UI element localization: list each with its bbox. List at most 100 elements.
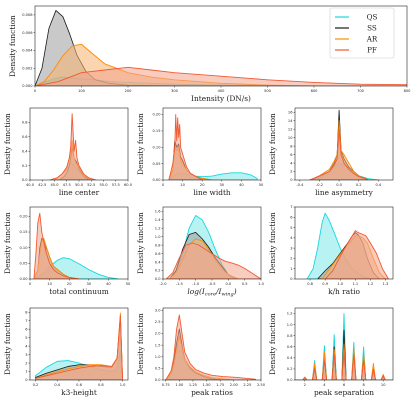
y-tick-label: 1.2 — [287, 312, 293, 316]
series-pf-area — [165, 314, 257, 380]
y-tick-label: 0.05 — [152, 162, 160, 166]
x-tick-label: 200 — [125, 89, 133, 93]
x-tick-label: 0.0 — [225, 282, 231, 286]
x-tick-label: 100 — [78, 89, 86, 93]
y-tick-label: 0.15 — [152, 129, 160, 133]
y-tick-label: 7 — [290, 205, 292, 209]
y-tick-label: 0.8 — [155, 243, 161, 247]
y-tick-label: 0.00 — [19, 277, 28, 281]
plot-area — [295, 313, 393, 380]
x-tick-label: 4 — [323, 383, 326, 387]
x-axis-label: line width — [193, 188, 231, 197]
x-tick-label: -1.0 — [192, 282, 200, 286]
legend-label-ar: AR — [366, 35, 378, 44]
y-tick-label: 0.000 — [22, 84, 33, 88]
y-tick-label: 12 — [288, 127, 293, 131]
y-tick-label: 4 — [290, 161, 293, 165]
legend: QS SS AR PF — [329, 7, 395, 59]
x-tick-label: 0.2 — [356, 183, 362, 187]
x-tick-label: 0.4 — [54, 383, 60, 387]
y-tick-label: 0.0 — [287, 378, 293, 382]
x-tick-label: 0.6 — [76, 383, 82, 387]
y-axis-label: Density function — [268, 313, 277, 375]
panel-line_center: 40.0 42.5 45.0 47.5 50.0 52.5 55.0 57.5 60.0 0.0 0… — [3, 107, 133, 197]
plot-area — [165, 215, 261, 279]
x-axis-label: peak separation — [314, 388, 374, 397]
x-tick-label: 0 — [29, 282, 32, 286]
plot-area — [168, 114, 258, 180]
x-tick-label: 0.4 — [375, 183, 381, 187]
legend-label-ss: SS — [367, 24, 377, 33]
panel-line_width: 0 10 20 30 40 50 0.00 0.05 0.10 0.15 0.20 line widt… — [136, 107, 264, 197]
y-tick-label: 0.10 — [152, 145, 161, 149]
x-tick-label: 800 — [404, 89, 412, 93]
x-tick-label: 57.5 — [112, 183, 120, 187]
y-tick-label: 2 — [290, 170, 292, 174]
y-tick-label: 0.20 — [19, 215, 28, 219]
axes-frame — [294, 206, 394, 280]
x-tick-label: 40.0 — [26, 183, 35, 187]
y-tick-label: 6 — [290, 153, 293, 157]
y-tick-label: 0.4 — [287, 356, 293, 360]
plot-area — [165, 314, 257, 380]
series-pf-area — [309, 128, 369, 180]
plot-area — [309, 109, 379, 180]
panel-peak_separation: 2 4 6 8 10 0.0 0.2 0.4 0.6 0.8 1.0 1.2 peak separati… — [268, 307, 394, 397]
y-tick-label: 6 — [290, 215, 293, 219]
y-tick-label: 7 — [25, 319, 27, 323]
y-tick-label: 1 — [290, 267, 292, 271]
y-tick-label: 0.004 — [22, 49, 33, 53]
x-tick-label: 2.50 — [257, 383, 266, 387]
x-tick-label: 0.5 — [242, 282, 248, 286]
x-tick-label: 0 — [162, 183, 165, 187]
x-tick-label: 1.0 — [120, 383, 126, 387]
y-tick-label: 0.6 — [287, 345, 293, 349]
panel-total_continuum: 0 10 20 30 40 50 0.00 0.05 0.10 0.15 0.20 total con… — [3, 206, 131, 296]
x-axis-label: k/h ratio — [328, 287, 360, 296]
y-tick-label: 0.15 — [19, 230, 27, 234]
axes-frame — [29, 206, 129, 280]
y-tick-label: 16 — [288, 110, 293, 114]
y-tick-label: 2 — [290, 257, 292, 261]
y-tick-label: 0 — [290, 178, 293, 182]
y-tick-label: 0.05 — [19, 262, 27, 266]
x-tick-label: -0.4 — [296, 183, 304, 187]
x-tick-label: 1.00 — [175, 383, 184, 387]
x-tick-label: 40 — [106, 282, 111, 286]
x-tick-label: 300 — [171, 89, 179, 93]
x-tick-label: 2.00 — [230, 383, 239, 387]
y-tick-label: 0.10 — [19, 246, 28, 250]
x-tick-label: 40 — [239, 183, 244, 187]
y-tick-label: 2.0 — [155, 332, 161, 336]
x-tick-label: 50 — [126, 282, 131, 286]
series-pf-area — [295, 351, 393, 380]
panel-line_asymmetry: -0.4 -0.2 0.0 0.2 0.4 0 2 4 6 8 10 12 14 16 line asymm… — [268, 107, 394, 197]
x-tick-label: 1.25 — [189, 383, 197, 387]
x-tick-label: 42.5 — [38, 183, 46, 187]
plot-area — [306, 212, 389, 279]
y-tick-label: 4 — [290, 236, 293, 240]
x-tick-label: 600 — [311, 89, 319, 93]
x-tick-label: 700 — [357, 89, 365, 93]
y-tick-label: 0.2 — [155, 269, 161, 273]
x-axis-label: k3-height — [61, 388, 97, 397]
plot-area — [33, 212, 119, 279]
x-tick-label: 1.50 — [203, 383, 212, 387]
x-tick-label: -0.2 — [316, 183, 323, 187]
y-tick-label: 0.5 — [155, 367, 161, 371]
y-tick-label: 8 — [25, 310, 28, 314]
panel-intensity: 0 100 200 300 400 500 600 700 800 0.000 0.002 0.004… — [8, 5, 412, 103]
legend-label-pf: PF — [367, 46, 377, 55]
plot-area — [35, 10, 407, 86]
x-axis-label: peak ratios — [191, 388, 233, 397]
x-tick-label: 2 — [304, 383, 306, 387]
x-tick-label: 8 — [362, 383, 365, 387]
x-tick-label: 50 — [259, 183, 264, 187]
x-tick-label: 30 — [220, 183, 225, 187]
y-tick-label: 2.5 — [155, 320, 161, 324]
series-pf-area — [49, 113, 97, 180]
x-tick-label: -1.5 — [176, 282, 183, 286]
y-axis-label: Density function — [8, 15, 17, 77]
x-tick-label: 20 — [200, 183, 205, 187]
